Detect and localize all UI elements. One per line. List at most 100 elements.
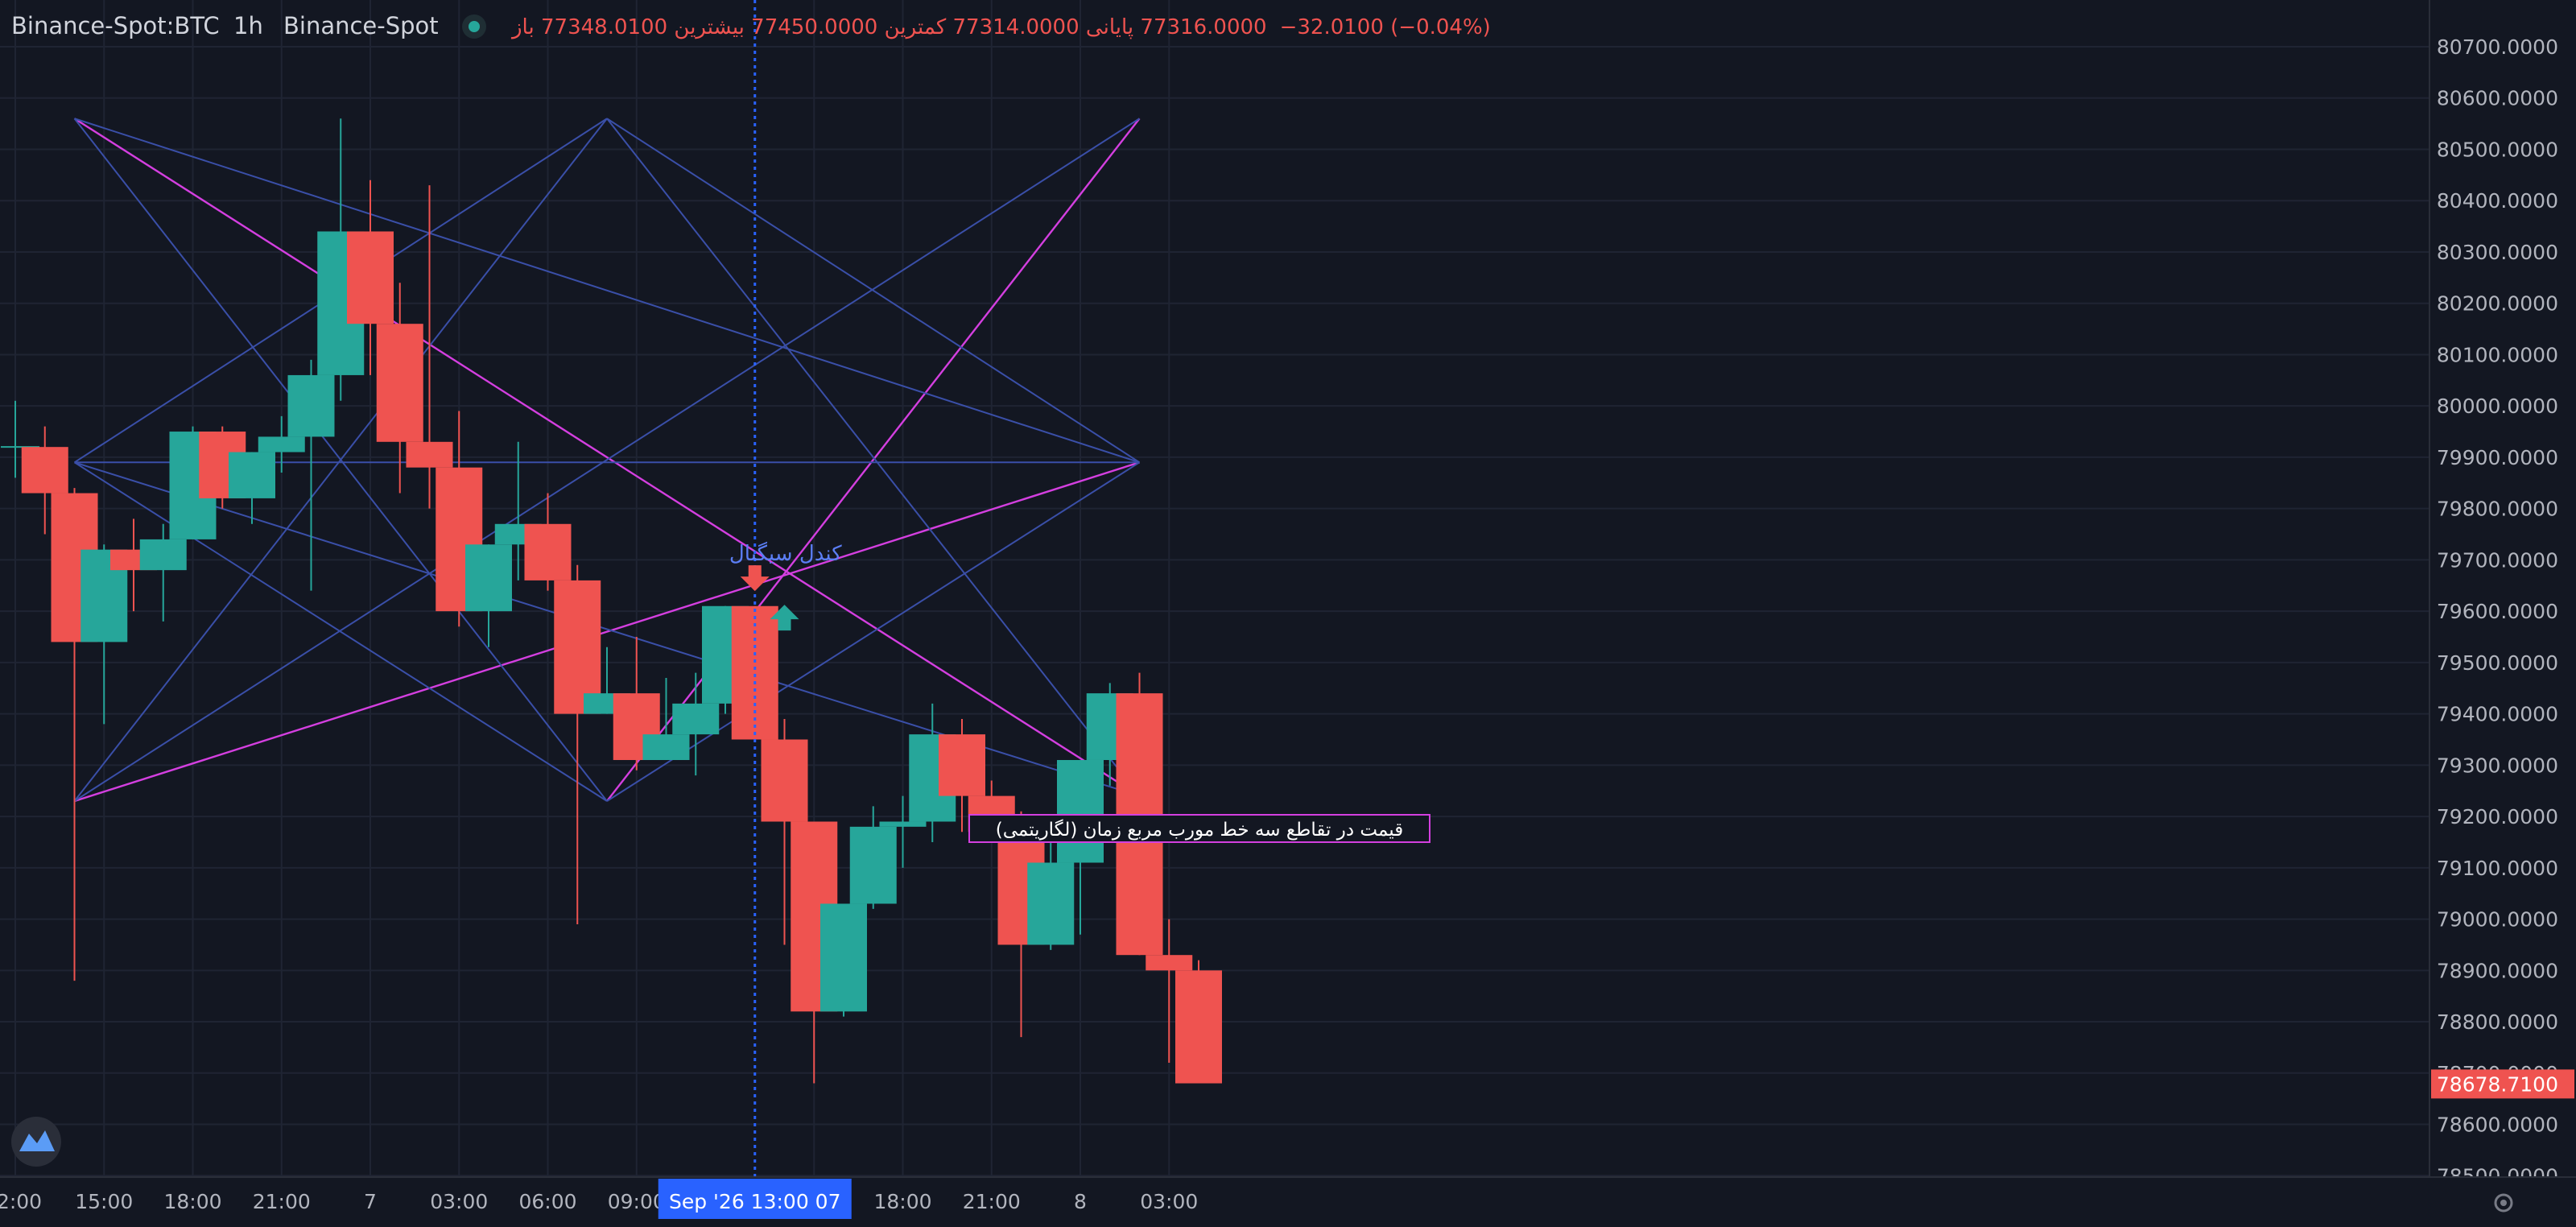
symbol-label[interactable]: Binance-Spot:BTC [11,12,220,39]
pattern-line-magenta[interactable] [73,118,1141,797]
candle[interactable] [1116,672,1163,956]
time-tick-label: 18:00 [873,1190,931,1213]
candle-body [939,734,985,796]
time-tick-label: 21:00 [253,1190,311,1213]
candle[interactable] [879,795,927,868]
candle-body [376,324,423,442]
time-tick-label: 2:00 [0,1190,42,1213]
candle-body [731,605,778,740]
price-tick-label: 79900.0000 [2437,446,2558,469]
price-tick-label: 79200.0000 [2437,805,2558,828]
ohlc-values: 77316.0000 پایانی 77314.0000 کمترین 7745… [510,15,1267,39]
time-axis[interactable]: 2:0015:0018:0021:00703:0006:0009:0015:00… [0,1176,2576,1224]
candle[interactable] [761,718,808,945]
candle-body [1175,970,1222,1084]
legend: Binance-Spot:BTC 1h Binance-Spot 77316.0… [11,12,1491,39]
candle-body [524,523,572,580]
price-tick-label: 79700.0000 [2437,548,2558,572]
candle[interactable] [465,544,512,647]
candle[interactable] [287,359,335,591]
candle[interactable] [642,678,690,760]
candle-body [347,231,394,324]
pattern-line-blue[interactable] [606,118,1141,464]
candle-body [554,580,601,714]
price-tick-label: 80600.0000 [2437,87,2558,110]
logo-circle [11,1117,61,1167]
note-frame [968,814,1430,843]
candle[interactable] [258,415,305,473]
candle[interactable] [406,185,453,509]
pattern-line-blue[interactable] [74,118,1140,464]
time-tick-label: 18:00 [163,1190,221,1213]
pattern-line-magenta[interactable] [74,461,1140,803]
note-box[interactable]: قیمت در تقاطع سه خط مورب مربع زمان (لگار… [968,814,1430,843]
signal-up-arrow-icon [770,605,799,631]
candle-body [849,826,897,904]
candle[interactable] [524,493,572,591]
price-tick-label: 78800.0000 [2437,1010,2558,1034]
pattern-line-blue[interactable] [606,118,1141,797]
time-tick-label: 21:00 [963,1190,1021,1213]
candle-body [879,821,927,827]
candles[interactable] [1,118,1222,1084]
candle[interactable] [347,180,394,375]
change-value: −32.0100 (−0.04%) [1280,15,1491,39]
settings-gear-icon[interactable] [2494,1193,2513,1213]
candle[interactable] [672,672,720,776]
candle[interactable] [731,605,778,740]
pattern-line-blue[interactable] [73,118,1141,802]
price-tick-label: 80200.0000 [2437,292,2558,316]
logo-button[interactable] [11,1117,61,1167]
price-axis[interactable]: 80700.0000 80600.0000 80500.0000 80400.0000… [2429,0,2576,1188]
price-tick-label: 78600.0000 [2437,1113,2558,1137]
candle[interactable] [376,283,423,494]
price-tick-label: 80000.0000 [2437,395,2558,418]
candle[interactable] [554,564,601,924]
time-tick-label: 15:00 [75,1190,133,1213]
price-tick-label: 80100.0000 [2437,343,2558,366]
time-tick-label: 8 [1074,1190,1087,1213]
price-tick-label: 79100.0000 [2437,857,2558,880]
candle-body [229,452,275,498]
price-tick-label: 80700.0000 [2437,35,2558,59]
candle-body [406,441,453,468]
candle[interactable] [1057,759,1104,935]
candle[interactable] [1146,919,1193,1064]
candle-body [1146,955,1193,971]
candle[interactable] [21,426,68,535]
candle-body [642,734,690,760]
time-tick-label: 7 [364,1190,377,1213]
crosshair-time-badge [658,1179,852,1219]
candle-body [672,703,720,735]
candle[interactable] [820,903,867,1017]
pattern-line-blue[interactable] [73,118,608,802]
signal-down-arrow-icon [740,565,770,592]
candle-body [139,539,187,571]
candle[interactable] [229,452,275,524]
last-price-badge [2431,1069,2574,1099]
pattern-line-blue[interactable] [73,461,608,802]
candle[interactable] [139,523,187,622]
candle[interactable] [1027,816,1075,950]
candle-body [287,374,335,437]
candle-body [1057,759,1104,863]
candle-body [761,739,808,822]
candle-body [21,447,68,494]
exchange-label[interactable]: Binance-Spot [283,12,439,39]
candle-body [1027,862,1075,945]
market-status-dot-icon [469,21,480,32]
candle-body [465,544,512,612]
crosshair-time-label: Sep '26 13:00 07 [669,1190,841,1213]
time-axis-bg [0,1177,2576,1224]
price-tick-label: 79500.0000 [2437,651,2558,675]
candle[interactable] [939,718,985,832]
candle[interactable] [849,806,897,909]
time-tick-label: 03:00 [1140,1190,1198,1213]
time-tick-label: 03:00 [430,1190,488,1213]
candle[interactable] [1175,960,1222,1084]
candle-body [820,903,867,1012]
interval-label[interactable]: 1h [233,12,263,39]
note-text: قیمت در تقاطع سه خط مورب مربع زمان (لگار… [996,819,1403,841]
